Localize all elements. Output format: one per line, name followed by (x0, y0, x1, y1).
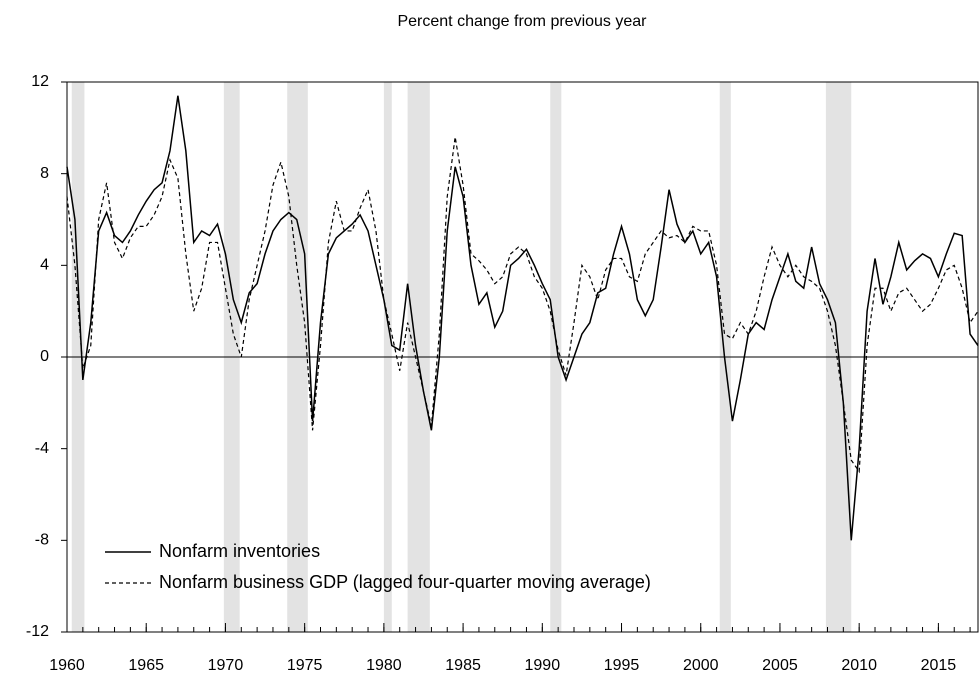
x-tick-label: 1985 (445, 657, 481, 674)
x-tick-label: 1990 (525, 657, 561, 674)
x-tick-label: 2000 (683, 657, 719, 674)
series-line (66, 95, 979, 541)
y-tick-label: 0 (40, 348, 49, 365)
series-line (66, 136, 979, 474)
x-tick-label: 1970 (208, 657, 244, 674)
x-tick-label: 2015 (921, 657, 957, 674)
legend-label: Nonfarm business GDP (lagged four-quarte… (159, 572, 651, 592)
x-tick-label: 2005 (762, 657, 798, 674)
plot-frame (66, 81, 979, 633)
x-tick-label: 1960 (49, 657, 85, 674)
x-tick-label: 1975 (287, 657, 323, 674)
y-tick-label: -8 (35, 532, 49, 549)
x-tick-label: 2010 (841, 657, 877, 674)
y-tick-label: 8 (40, 165, 49, 182)
x-tick-label: 1995 (604, 657, 640, 674)
y-tick-label: 4 (40, 257, 49, 274)
y-tick-label: 12 (31, 73, 49, 90)
y-tick-label: -12 (26, 623, 49, 640)
y-tick-label: -4 (35, 440, 49, 457)
x-tick-label: 1980 (366, 657, 402, 674)
x-tick-label: 1965 (128, 657, 164, 674)
chart-title: Percent change from previous year (397, 13, 647, 30)
legend-label: Nonfarm inventories (159, 541, 320, 561)
